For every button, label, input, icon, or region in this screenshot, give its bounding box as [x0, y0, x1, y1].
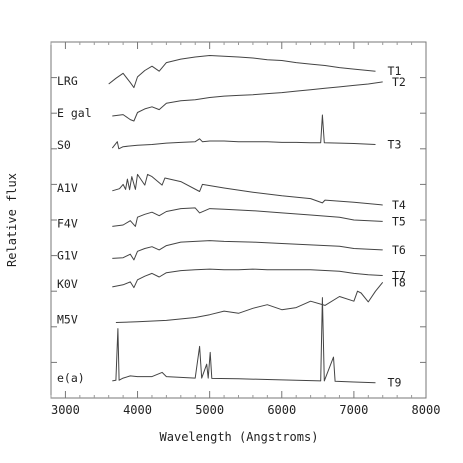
spectrum-line	[111, 114, 376, 150]
spectrum-name-label: A1V	[57, 181, 78, 195]
spectra-series	[108, 55, 384, 384]
spectrum-name-label: M5V	[57, 313, 78, 327]
spectrum-name-label: LRG	[57, 74, 78, 88]
spectrum-line	[112, 297, 376, 384]
template-id-label: T2	[392, 75, 406, 89]
x-axis-label: Wavelength (Angstroms)	[160, 430, 319, 444]
spectrum-name-label: F4V	[57, 216, 78, 230]
template-id-label: T6	[392, 243, 406, 257]
spectrum-name-label: e(a)	[57, 371, 85, 385]
template-id-label: T5	[392, 214, 406, 228]
x-tick-label: 8000	[412, 403, 441, 417]
template-id-label: T9	[388, 376, 402, 390]
spectrum-line	[112, 173, 383, 206]
spectrum-name-label: S0	[57, 138, 71, 152]
spectrum-line	[112, 81, 383, 122]
template-id-label: T1	[388, 64, 402, 78]
spectrum-name-label: K0V	[57, 277, 78, 291]
x-tick-label: 7000	[339, 403, 368, 417]
spectrum-line	[112, 207, 383, 227]
spectrum-name-label: E gal	[57, 106, 92, 120]
x-tick-label: 5000	[195, 403, 224, 417]
template-id-label: T3	[388, 138, 402, 152]
x-tick-label: 4000	[123, 403, 152, 417]
spectrum-line	[108, 55, 376, 89]
x-tick-label: 3000	[51, 403, 80, 417]
template-id-label: T8	[392, 275, 406, 289]
spectrum-line	[112, 268, 383, 289]
x-tick-label: 6000	[267, 403, 296, 417]
template-id-label: T4	[392, 198, 406, 212]
axis-ticks: 3000 4000 5000 6000 7000 8000	[50, 42, 441, 417]
spectrum-line	[112, 240, 383, 261]
spectrum-line	[115, 281, 384, 323]
spectrum-name-label: G1V	[57, 248, 78, 262]
y-axis-label: Relative flux	[5, 173, 19, 267]
spectra-labels: LRG T1 E gal T2 S0 T3 A1V T4 F4V T5 G1V T6 K0V T7 M5V T…	[57, 64, 406, 390]
template-id-label: T7	[392, 269, 406, 283]
